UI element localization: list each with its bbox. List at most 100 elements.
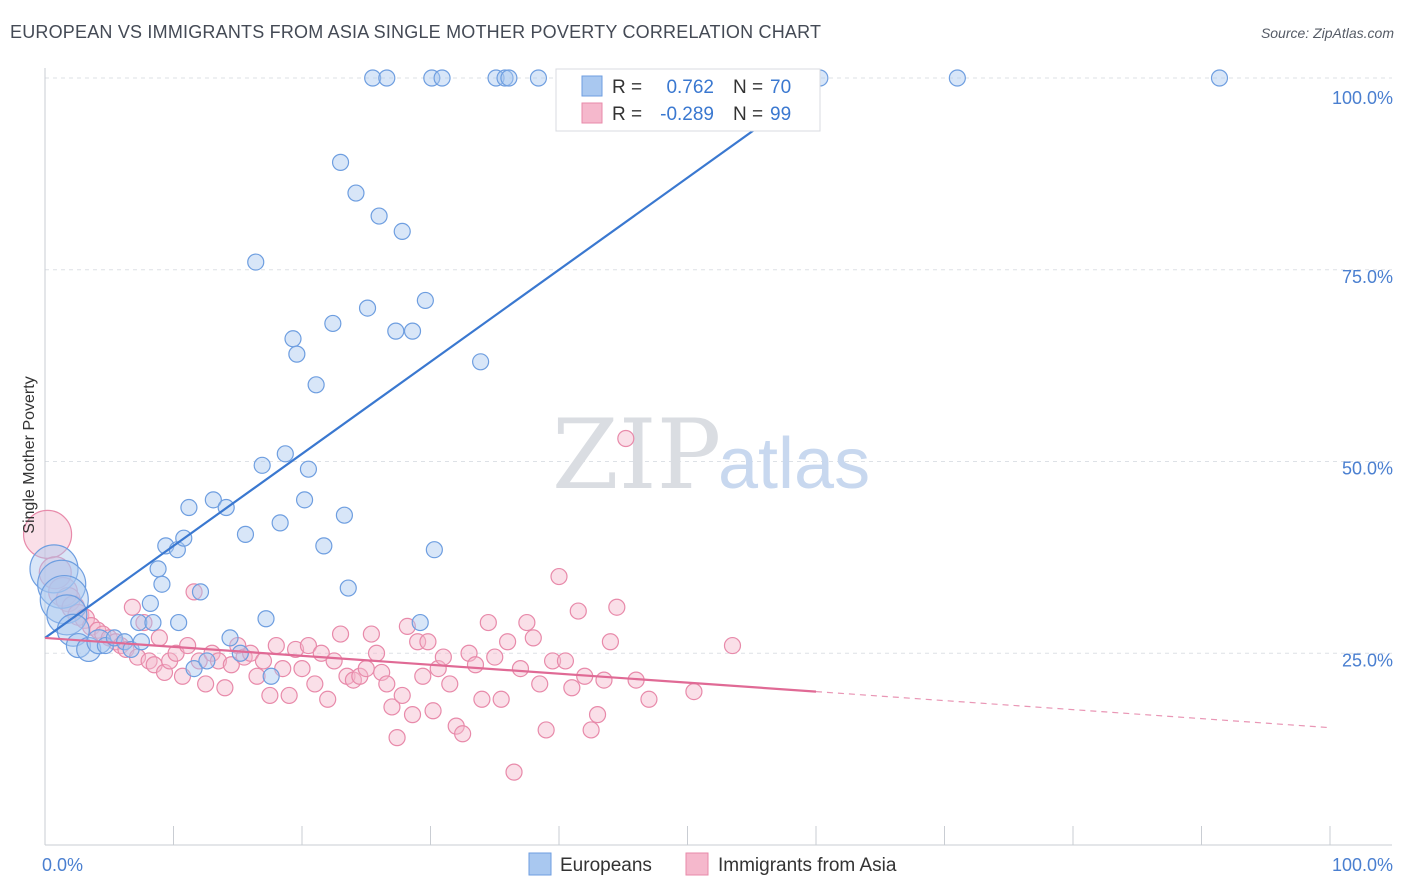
stats-swatch-europeans	[581, 75, 603, 97]
europeans-point	[433, 69, 451, 87]
stats-legend-box: R = 0.762 N = 70 R = -0.289 N = 99	[555, 68, 821, 132]
y-tick-label: 75.0%	[1342, 267, 1393, 287]
europeans-point	[425, 541, 443, 559]
europeans-point	[76, 636, 102, 663]
europeans-point	[204, 491, 222, 509]
europeans-trend-line	[44, 84, 817, 639]
immigrants-point	[434, 648, 452, 666]
immigrants-point	[388, 729, 406, 747]
europeans-point	[132, 633, 150, 651]
immigrants-trend-line-extrapolated	[815, 691, 1331, 729]
stats-n-label: N =	[733, 104, 763, 125]
immigrants-point	[222, 656, 240, 674]
immigrants-point	[135, 613, 153, 632]
stats-n-label: N =	[733, 77, 763, 98]
europeans-point	[387, 322, 405, 340]
trend-lines	[44, 84, 1331, 729]
europeans-point	[257, 610, 275, 628]
europeans-point	[307, 376, 325, 394]
immigrants-point	[617, 429, 635, 448]
europeans-point	[331, 153, 350, 171]
immigrants-point	[466, 656, 485, 674]
y-tick-label: 100.0%	[1332, 88, 1393, 108]
europeans-point	[358, 299, 377, 317]
watermark-atlas: atlas	[718, 424, 870, 504]
immigrants-point	[216, 679, 234, 697]
immigrants-point	[685, 682, 703, 701]
immigrants-point	[531, 675, 549, 693]
europeans-point	[295, 491, 314, 509]
europeans-point	[153, 575, 171, 593]
immigrants-point	[378, 675, 396, 693]
immigrants-point	[608, 598, 626, 616]
immigrants-point	[280, 686, 298, 705]
immigrants-point	[150, 629, 168, 647]
immigrants-point	[362, 625, 380, 643]
immigrants-point	[367, 644, 386, 662]
immigrants-point	[325, 652, 343, 670]
y-tick-label: 50.0%	[1342, 459, 1393, 479]
legend-label-europeans: Europeans	[560, 855, 652, 876]
europeans-point	[1210, 69, 1229, 87]
europeans-point	[335, 506, 354, 524]
europeans-point	[191, 583, 210, 601]
tick-labels: 25.0% 50.0% 75.0% 100.0% 0.0% 100.0%	[42, 88, 1393, 875]
europeans-point	[378, 69, 396, 87]
immigrants-point	[582, 721, 600, 739]
immigrants-point	[286, 640, 305, 659]
immigrants-point	[441, 675, 459, 693]
europeans-point	[364, 69, 382, 87]
immigrants-point	[550, 567, 568, 586]
europeans-point	[236, 525, 255, 543]
immigrants-point	[588, 706, 607, 724]
watermark-zip: ZIP	[552, 399, 721, 511]
immigrants-point	[393, 686, 411, 705]
immigrants-trend-line	[44, 636, 817, 693]
immigrants-point	[640, 690, 658, 708]
immigrants-point	[479, 613, 497, 632]
europeans-point	[231, 644, 249, 662]
gridlines	[45, 77, 1392, 654]
europeans-point	[496, 69, 514, 87]
europeans-point	[370, 207, 388, 225]
europeans-point	[247, 253, 265, 271]
europeans-point	[262, 667, 280, 685]
europeans-point	[324, 314, 342, 333]
immigrants-point	[267, 636, 285, 655]
immigrants-point	[254, 652, 273, 670]
immigrants-point	[293, 659, 311, 678]
europeans-point	[347, 184, 365, 202]
immigrants-point	[306, 675, 324, 693]
stats-r-value: 0.762	[666, 77, 714, 98]
europeans-point	[288, 345, 306, 363]
stats-r-label: R =	[612, 77, 642, 98]
europeans-point	[141, 594, 159, 612]
immigrants-point	[537, 721, 555, 739]
immigrants-point	[123, 598, 141, 616]
europeans-point	[487, 69, 505, 87]
europeans-point	[253, 456, 271, 474]
immigrants-point	[543, 652, 562, 670]
europeans-point	[416, 291, 434, 310]
bottom-legend: Europeans Immigrants from Asia	[528, 852, 897, 876]
europeans-point	[221, 629, 239, 647]
europeans-point	[271, 514, 289, 532]
immigrants-point	[419, 633, 437, 651]
immigrants-point	[197, 675, 215, 693]
chart-title: EUROPEAN VS IMMIGRANTS FROM ASIA SINGLE …	[10, 22, 822, 42]
immigrants-point	[454, 725, 472, 743]
immigrants-point	[505, 763, 523, 781]
stats-swatch-immigrants	[581, 102, 603, 124]
legend-label-immigrants: Immigrants from Asia	[718, 855, 897, 876]
axes	[44, 68, 1392, 846]
immigrants-point	[518, 613, 536, 632]
europeans-point	[130, 613, 148, 632]
y-tick-label: 25.0%	[1342, 650, 1393, 670]
source-credit: Source: ZipAtlas.com	[1260, 25, 1394, 41]
immigrants-point	[595, 671, 613, 689]
europeans-point	[29, 544, 79, 594]
immigrants-point	[492, 690, 510, 708]
immigrants-point	[383, 698, 401, 716]
legend-swatch-europeans	[528, 852, 552, 876]
europeans-point	[46, 594, 88, 636]
